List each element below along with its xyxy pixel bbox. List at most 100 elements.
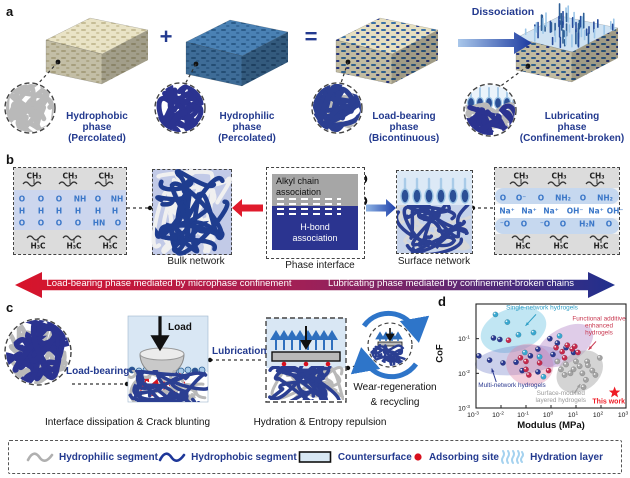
panel-a-art — [4, 3, 619, 137]
alkyl-chain-association-block: Alkyl chain association — [272, 174, 358, 206]
chem-label: H₃C — [30, 241, 46, 251]
legend-item-hydrophilic: Hydrophilic segment — [26, 450, 158, 464]
scatter-point — [535, 368, 541, 375]
chem-band-bottom — [495, 234, 619, 254]
dissociation-label: Dissociation — [471, 6, 535, 18]
countersurface-icon — [298, 451, 332, 463]
scatter-point — [556, 333, 563, 339]
chem-label: CH₃ — [513, 171, 529, 181]
load-bearing-arrow-text: Load-bearing phase mediated by microphas… — [46, 278, 292, 289]
x-axis-label: Modulus (MPa) — [517, 420, 585, 431]
chem-label: Na⁺ — [588, 206, 604, 216]
scatter-point — [575, 349, 581, 356]
scatter-point — [545, 367, 552, 374]
chem-label: O — [537, 193, 545, 203]
hydrogel-block — [45, 17, 149, 85]
chem-label: O — [18, 218, 26, 228]
series-multi-network-hydrogels — [475, 335, 577, 375]
chem-label: O — [18, 194, 26, 204]
hydration-layer-icon — [501, 450, 525, 464]
chem-label: OH⁻ — [566, 206, 584, 216]
legend-label: Adsorbing site — [428, 451, 499, 463]
plus-operator: + — [159, 24, 173, 49]
adsorbing-site-icon — [414, 453, 422, 461]
chem-structure-hbond-box: CH₃ CH₃ CH₃ O O O NH O NH H H H H H H O O O O HN O H₃C H₃C H₃C — [13, 167, 127, 255]
chem-label: Na⁺ — [543, 206, 559, 216]
wear-regeneration-label: Wear-regeneration & recycling — [353, 382, 437, 408]
scatter-point — [521, 349, 528, 356]
scatter-point — [496, 336, 503, 343]
chem-label: NH₂ — [597, 193, 613, 203]
chart-annotation: Multi-network hydrogels — [478, 382, 545, 389]
chem-label: OH⁻ — [606, 206, 624, 216]
scatter-point — [536, 359, 543, 366]
svg-text:10-1: 10-1 — [458, 335, 470, 344]
legend-label: Countersurface — [337, 451, 412, 463]
caption-lubricating-phase: Lubricating phase (Confinement-broken) — [519, 111, 625, 145]
chem-label: H — [18, 206, 26, 216]
scatter-point — [540, 373, 547, 380]
chem-label: H₃C — [553, 241, 569, 251]
scatter-point — [561, 372, 568, 378]
chart-annotation: Functional additive enhanced hydrogels — [572, 316, 626, 337]
svg-text:10-2: 10-2 — [458, 369, 470, 378]
chem-label: O — [499, 193, 507, 203]
chem-label: O — [94, 194, 102, 204]
caption-load-bearing-phase: Load-bearing phase (Bicontinuous) — [368, 111, 440, 145]
svg-text:10-3: 10-3 — [458, 404, 470, 413]
interface-dash-row — [277, 203, 341, 205]
svg-text:10-1: 10-1 — [517, 410, 529, 419]
chem-band-bottom — [14, 230, 126, 254]
chem-label: H — [55, 206, 63, 216]
panel-b: b CH₃ CH₃ CH₃ O O O NH O NH H H H H H H O O O O HN O H₃C H₃C H₃… — [0, 150, 630, 300]
load-bearing-label: Load-bearing — [66, 366, 130, 377]
chem-label: ⁻O — [539, 219, 551, 229]
series-surface-modified-layered-hydrogels — [554, 354, 603, 391]
chem-label: O — [37, 194, 45, 204]
scatter-point — [558, 366, 564, 373]
scatter-point — [492, 311, 499, 318]
chem-wavy-band — [495, 188, 619, 204]
panel-b-label: b — [6, 152, 14, 167]
tangle-art — [268, 366, 344, 400]
wear-recycle-scene — [350, 310, 430, 380]
caption-hydrophilic-phase: Hydrophilic phase (Percolated) — [218, 111, 276, 145]
panel-c-art — [4, 310, 430, 403]
scatter-point — [596, 354, 603, 361]
tangle-art — [397, 205, 471, 253]
chem-label: O — [579, 193, 587, 203]
panel-d-label: d — [438, 294, 446, 309]
series-this-work — [608, 386, 621, 398]
scatter-point — [546, 335, 553, 342]
chem-label: Na⁺ — [521, 206, 537, 216]
chem-wavy-band — [495, 218, 619, 234]
surface-network-art — [397, 171, 472, 253]
panel-c-label: c — [6, 300, 14, 315]
svg-text:100: 100 — [543, 410, 554, 419]
interface-dash-row — [277, 208, 341, 210]
panel-a-label: a — [6, 4, 14, 19]
legend-item-countersurface: Countersurface — [298, 450, 412, 464]
interface-dash-row — [277, 213, 341, 215]
scatter-point — [592, 372, 599, 378]
load-label: Load — [168, 322, 192, 333]
chem-band-top — [495, 168, 619, 188]
chart-annotation: Surface-modified layered hydrogels — [536, 390, 586, 404]
hydrophilic-squiggle-icon — [26, 452, 54, 462]
scatter-point — [583, 376, 589, 383]
cof-modulus-chart: 10-3 10-2 10-1 100 101 102 103 10-1 10-2 10-3 Sing… — [458, 303, 629, 419]
svg-text:10-2: 10-2 — [492, 410, 504, 419]
chem-label: O — [55, 194, 63, 204]
figure-legend: Hydrophilic segment Hydrophobic segment … — [8, 440, 622, 474]
scatter-point — [579, 370, 586, 377]
svg-text:103: 103 — [618, 410, 629, 419]
scatter-point — [530, 329, 537, 336]
chem-label: NH — [110, 194, 124, 204]
scatter-point — [505, 337, 512, 344]
scatter-point — [523, 358, 529, 365]
lubrication-label: Lubrication — [212, 346, 267, 357]
chem-squiggles — [509, 179, 609, 243]
chem-squiggles — [22, 179, 118, 243]
chem-label: H₃C — [102, 241, 118, 251]
scatter-point — [585, 362, 591, 369]
